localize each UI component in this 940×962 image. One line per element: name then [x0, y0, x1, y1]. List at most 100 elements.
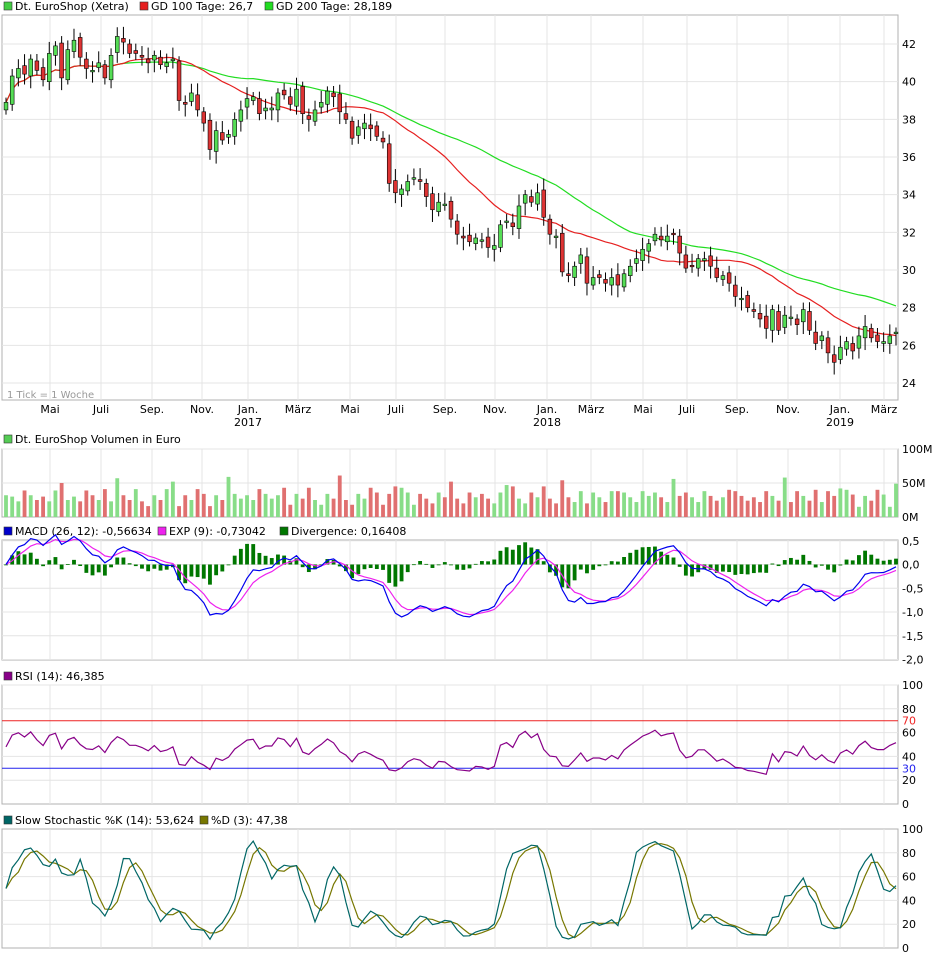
stoch-tick-label: 40: [902, 894, 916, 907]
divergence-bar: [721, 564, 725, 572]
divergence-bar: [789, 557, 793, 565]
divergence-bar: [554, 564, 558, 576]
divergence-bar: [344, 564, 348, 572]
stoch-legend: Slow Stochastic %K (14): 53,624 %D (3): …: [3, 814, 288, 827]
volume-bar: [572, 502, 577, 517]
volume-bar: [201, 493, 206, 517]
divergence-bar: [294, 558, 299, 565]
volume-bar: [510, 486, 515, 517]
candle-body: [609, 277, 614, 286]
divergence-bar: [844, 559, 849, 565]
rsi-tick-label: 20: [902, 774, 916, 787]
divergence-bar: [418, 561, 423, 565]
divergence-bar: [201, 564, 206, 579]
volume-bar: [300, 498, 305, 517]
volume-bar: [96, 500, 101, 517]
volume-legend: Dt. EuroShop Volumen in Euro: [3, 433, 181, 446]
candle-body: [671, 232, 676, 236]
volume-bar: [826, 491, 830, 517]
candle-body: [597, 274, 602, 278]
divergence-bar: [615, 561, 620, 565]
legend-swatch-gd200: [264, 1, 274, 11]
volume-bar: [374, 492, 379, 517]
divergence-bar: [177, 564, 181, 581]
volume-bar: [560, 480, 565, 517]
candle-body: [424, 183, 429, 197]
candle-body: [96, 62, 101, 68]
candle-body: [652, 233, 658, 242]
divergence-bar: [387, 564, 392, 583]
candle-body: [300, 86, 305, 114]
divergence-bar: [34, 558, 39, 565]
candle-body: [677, 235, 682, 254]
volume-bar: [665, 502, 670, 517]
macd-tick-label: -1,5: [902, 630, 923, 643]
candle-body: [3, 102, 9, 111]
candle-body: [770, 309, 775, 331]
volume-bar: [368, 487, 373, 517]
rsi-frame: [1, 684, 899, 805]
macd-legend: MACD (26, 12): -0,56634 EXP (9): -0,7304…: [3, 525, 406, 538]
divergence-bar: [591, 564, 596, 570]
divergence-bar: [41, 564, 45, 567]
candle-body: [139, 54, 145, 58]
volume-bar: [220, 500, 225, 517]
candle-body: [733, 284, 738, 297]
divergence-bar: [84, 564, 89, 573]
stoch-tick-label: 20: [902, 918, 916, 931]
volume-bar: [622, 492, 626, 517]
candle-body: [77, 37, 83, 58]
volume-bar: [337, 475, 342, 517]
divergence-bar: [708, 564, 713, 570]
candle-body: [195, 94, 200, 111]
divergence-bar: [467, 564, 472, 569]
candle-body: [640, 248, 645, 261]
candle-body: [590, 277, 596, 286]
macd-tick-label: -2,0: [902, 654, 923, 667]
candle-body: [121, 38, 126, 43]
divergence-bar: [702, 564, 707, 570]
x-month-label: Sep.: [433, 403, 457, 416]
divergence-bar: [300, 564, 305, 568]
volume-bar: [189, 500, 194, 517]
divergence-bar: [442, 562, 447, 565]
volume-bar: [813, 489, 818, 517]
candle-body: [658, 235, 664, 241]
divergence-bar: [869, 554, 874, 565]
volume-bar: [195, 489, 200, 517]
rsi-tick-label: 0: [902, 798, 909, 811]
divergence-bar: [356, 564, 361, 575]
x-month-label: Nov.: [776, 403, 800, 416]
candle-body: [603, 279, 608, 284]
volume-bar: [78, 501, 83, 517]
volume-bar: [603, 502, 608, 517]
macd-tick-label: 0,0: [902, 559, 920, 572]
candle-body: [683, 254, 689, 269]
divergence-bar: [597, 564, 602, 567]
candle-body: [386, 143, 392, 184]
volume-bar: [102, 489, 107, 517]
divergence-bar: [517, 545, 521, 565]
divergence-bar: [59, 564, 64, 570]
volume-bar: [838, 488, 843, 517]
volume-bar: [418, 493, 423, 517]
x-month-label: Sep.: [725, 403, 749, 416]
candle-body: [714, 267, 719, 278]
macd-line: [5, 533, 897, 618]
volume-bar: [34, 500, 39, 517]
rsi-tick-label: 60: [902, 727, 916, 740]
candle-body: [65, 49, 71, 81]
volume-bar: [541, 486, 546, 517]
divergence-bar: [16, 551, 21, 565]
price-tick-label: 34: [902, 189, 916, 202]
candle-body: [584, 256, 590, 284]
volume-bar: [615, 491, 620, 517]
divergence-bar: [109, 564, 113, 568]
rsi-legend: RSI (14): 46,385: [3, 670, 105, 683]
divergence-bar: [269, 558, 274, 565]
volume-bar: [183, 495, 188, 517]
divergence-bar: [714, 564, 719, 573]
volume-bar: [683, 492, 688, 517]
divergence-bar: [671, 557, 676, 565]
divergence-bar: [405, 564, 410, 573]
